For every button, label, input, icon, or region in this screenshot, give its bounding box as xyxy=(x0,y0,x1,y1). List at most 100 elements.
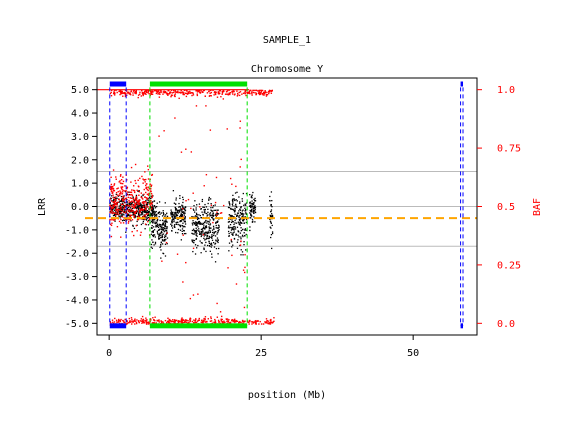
baf-point xyxy=(201,321,203,324)
lrr-point xyxy=(164,255,167,257)
baf-point xyxy=(145,93,147,95)
lrr-point xyxy=(191,222,193,224)
lrr-point xyxy=(198,214,200,216)
baf-point xyxy=(169,92,171,95)
lrr-point xyxy=(231,233,233,235)
baf-point xyxy=(109,92,112,95)
baf-point xyxy=(174,93,177,95)
lrr-point xyxy=(209,236,211,238)
lrr-point xyxy=(195,213,198,216)
baf-point xyxy=(180,318,183,320)
lrr-point xyxy=(157,211,160,214)
baf-point xyxy=(181,320,183,322)
lrr-point xyxy=(209,243,212,245)
region-bar-bottom xyxy=(149,323,248,329)
lrr-point xyxy=(235,215,238,218)
lrr-point xyxy=(182,226,184,228)
lrr-point xyxy=(251,221,254,223)
baf-point xyxy=(234,321,236,323)
lrr-point xyxy=(195,207,197,209)
lrr-point xyxy=(158,223,161,226)
lrr-point xyxy=(234,209,236,211)
lrr-point xyxy=(192,241,194,243)
lrr-point xyxy=(146,217,148,220)
baf-point xyxy=(210,89,212,92)
lrr-point xyxy=(163,227,165,229)
lrr-point xyxy=(208,229,210,231)
baf-point xyxy=(186,322,189,324)
y-axis-label-right: BAF xyxy=(532,198,543,216)
baf-point xyxy=(151,93,154,95)
lrr-point xyxy=(146,216,148,218)
lrr-point xyxy=(208,213,211,215)
baf-point xyxy=(173,322,175,324)
lrr-point xyxy=(166,215,169,218)
lrr-point xyxy=(163,227,166,230)
lrr-point xyxy=(233,198,235,200)
baf-point xyxy=(185,92,188,95)
baf-point xyxy=(133,201,136,204)
baf-point xyxy=(120,178,123,181)
lrr-point xyxy=(205,250,207,253)
lrr-point xyxy=(212,210,214,212)
baf-point xyxy=(181,91,184,93)
lrr-point xyxy=(270,215,272,217)
baf-point xyxy=(151,174,153,177)
lrr-point xyxy=(130,204,132,206)
lrr-point xyxy=(143,204,146,206)
baf-point xyxy=(132,185,135,187)
lrr-point xyxy=(232,202,234,204)
lrr-point xyxy=(205,206,208,208)
baf-point xyxy=(266,93,269,96)
lrr-point xyxy=(197,226,199,228)
lrr-point xyxy=(236,200,238,202)
baf-point xyxy=(205,321,207,323)
baf-point xyxy=(210,95,212,97)
lrr-point xyxy=(116,211,118,214)
baf-point xyxy=(169,91,171,93)
baf-point xyxy=(126,90,128,92)
baf-point xyxy=(123,321,125,324)
baf-point xyxy=(223,321,226,323)
lrr-point xyxy=(124,191,127,193)
lrr-point xyxy=(235,203,237,205)
lrr-point xyxy=(153,210,155,212)
y-tick-label-right: 1.0 xyxy=(497,85,515,96)
baf-point xyxy=(113,92,116,94)
baf-point xyxy=(137,96,139,99)
lrr-point xyxy=(213,209,215,212)
lrr-point xyxy=(183,212,185,214)
baf-point xyxy=(139,320,142,322)
baf-point xyxy=(185,200,187,202)
baf-point xyxy=(194,321,197,324)
lrr-point xyxy=(207,223,210,225)
baf-point xyxy=(130,197,133,199)
region-bar-top xyxy=(109,81,127,87)
lrr-point xyxy=(144,207,146,209)
y-tick-label-left: -3.0 xyxy=(65,272,89,283)
baf-point xyxy=(113,205,115,208)
baf-point xyxy=(255,319,257,322)
baf-point xyxy=(131,189,133,191)
lrr-point xyxy=(237,221,240,223)
lrr-point xyxy=(210,210,213,212)
lrr-point xyxy=(213,234,215,237)
lrr-point xyxy=(157,233,159,235)
lrr-point xyxy=(212,214,215,217)
lrr-point xyxy=(218,247,220,250)
baf-point xyxy=(124,94,127,97)
lrr-point xyxy=(125,212,127,214)
lrr-point xyxy=(208,226,210,228)
lrr-point xyxy=(245,192,248,195)
lrr-point xyxy=(163,224,165,226)
lrr-point xyxy=(152,241,154,243)
lrr-point xyxy=(235,205,237,207)
baf-point xyxy=(141,322,143,324)
lrr-point xyxy=(165,220,168,223)
baf-point xyxy=(158,135,160,137)
lrr-point xyxy=(209,250,211,252)
lrr-point xyxy=(242,228,244,231)
y-tick-label-left: 0.0 xyxy=(71,202,89,213)
lrr-point xyxy=(252,203,255,206)
baf-point xyxy=(139,234,142,236)
